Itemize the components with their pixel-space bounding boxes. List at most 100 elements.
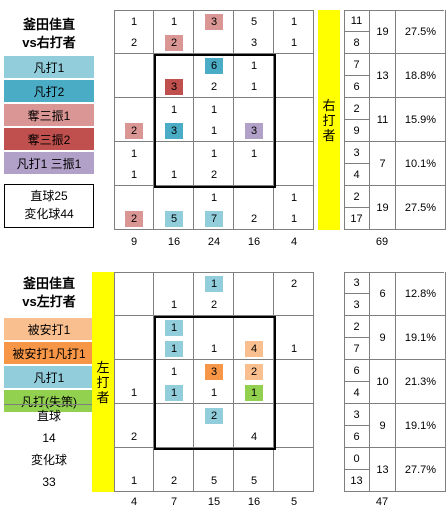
zone-cell: [154, 360, 194, 404]
zone-count: [125, 297, 143, 313]
bottom-band-char: 者: [96, 389, 110, 405]
legend-item: 凡打1: [4, 56, 94, 78]
top-side-table: 11 8 19 27.5% 7 6 13 18.8% 2 9 11 15.9% 3 4 7 10.1% 2 17 1…: [344, 10, 446, 230]
column-total: 16: [167, 236, 181, 248]
zone-count: 5: [210, 475, 218, 487]
side-count: 6: [344, 426, 370, 448]
zone-count: [125, 58, 143, 74]
side-count: 3: [344, 272, 370, 294]
zone-count: 1: [290, 16, 298, 28]
side-total: 13: [370, 54, 396, 98]
zone-count: [285, 320, 303, 336]
zone-count: [285, 473, 303, 489]
zone-count: 1: [210, 104, 218, 116]
top-band-char: 者: [322, 127, 336, 143]
side-count: 8: [344, 32, 370, 54]
zone-cell: [114, 448, 154, 492]
column-total: 24: [207, 236, 221, 248]
zone-count: 1: [210, 148, 218, 160]
legend-item: 凡打2: [4, 80, 94, 102]
zone-cell: [194, 448, 234, 492]
top-title-vs: vs右打者: [22, 35, 76, 50]
zone-cell: [274, 10, 314, 54]
top-pitch-box: 直球25 変化球44: [4, 184, 94, 228]
side-count: 2: [344, 186, 370, 208]
zone-cell: [194, 186, 234, 230]
zone-count: [285, 364, 303, 380]
legend-item: 凡打1: [4, 366, 94, 388]
zone-count: 1: [165, 341, 183, 357]
zone-count: 6: [205, 58, 223, 74]
zone-cell: [194, 272, 234, 316]
side-count: 7: [344, 54, 370, 76]
bottom-zone-grid: 1 1 2 2 1 1 1 4 1 1 1 1 3 1 2 1 2 2 4 1 2 5 5: [114, 272, 314, 492]
zone-count: [125, 364, 143, 380]
legend-item: 凡打1 三振1: [4, 152, 94, 174]
zone-cell: [274, 404, 314, 448]
zone-cell: [234, 448, 274, 492]
zone-cell: [154, 404, 194, 448]
zone-count: 3: [205, 14, 223, 30]
side-pct: 19.1%: [396, 316, 446, 360]
zone-cell: [114, 142, 154, 186]
zone-count: [245, 190, 263, 206]
zone-count: 3: [165, 79, 183, 95]
side-total: 7: [370, 142, 396, 186]
zone-cell: [194, 54, 234, 98]
zone-cell: [194, 10, 234, 54]
top-band-char: 右: [322, 97, 336, 113]
zone-cell: [234, 98, 274, 142]
zone-count: 1: [245, 385, 263, 401]
zone-count: 2: [130, 431, 138, 443]
zone-count: 2: [245, 364, 263, 380]
top-batter-band: 右 打 者: [318, 10, 340, 230]
column-total: 15: [207, 496, 221, 508]
zone-count: [285, 123, 303, 139]
side-pct: 27.7%: [396, 448, 446, 492]
side-pct: 19.1%: [396, 404, 446, 448]
zone-count: 1: [290, 343, 298, 355]
zone-count: [165, 452, 183, 468]
zone-cell: [154, 142, 194, 186]
zone-count: [125, 341, 143, 357]
zone-cell: [114, 186, 154, 230]
legend-item: 奪三振2: [4, 128, 94, 150]
legend-item: 被安打1凡打1: [4, 342, 94, 364]
side-total: 9: [370, 404, 396, 448]
zone-cell: [234, 404, 274, 448]
zone-cell: [274, 186, 314, 230]
side-pct: 18.8%: [396, 54, 446, 98]
zone-count: 1: [210, 192, 218, 204]
zone-count: [245, 276, 263, 292]
column-total: 7: [170, 496, 178, 508]
zone-cell: [274, 360, 314, 404]
zone-cell: [274, 316, 314, 360]
zone-count: 1: [210, 125, 218, 137]
zone-count: 2: [210, 81, 218, 93]
zone-cell: [154, 98, 194, 142]
side-count: 4: [344, 164, 370, 186]
zone-count: 1: [205, 276, 223, 292]
zone-cell: [114, 272, 154, 316]
zone-count: 1: [130, 169, 138, 181]
zone-cell: [114, 404, 154, 448]
zone-count: 1: [210, 343, 218, 355]
zone-cell: [234, 54, 274, 98]
zone-cell: [154, 272, 194, 316]
legend-item: 奪三振1: [4, 104, 94, 126]
zone-count: 1: [170, 169, 178, 181]
side-pct: 12.8%: [396, 272, 446, 316]
side-total: 19: [370, 186, 396, 230]
column-total: 4: [290, 236, 298, 248]
zone-cell: [274, 54, 314, 98]
strike-zone: [154, 316, 276, 450]
top-grand-total: 69: [375, 236, 389, 248]
zone-count: 1: [170, 104, 178, 116]
zone-cell: [114, 316, 154, 360]
top-title-name: 釜田佳直: [22, 17, 75, 32]
zone-count: 1: [165, 385, 183, 401]
zone-count: 1: [130, 148, 138, 160]
zone-count: 3: [250, 37, 258, 49]
column-total: 16: [247, 236, 261, 248]
side-count: 3: [344, 294, 370, 316]
